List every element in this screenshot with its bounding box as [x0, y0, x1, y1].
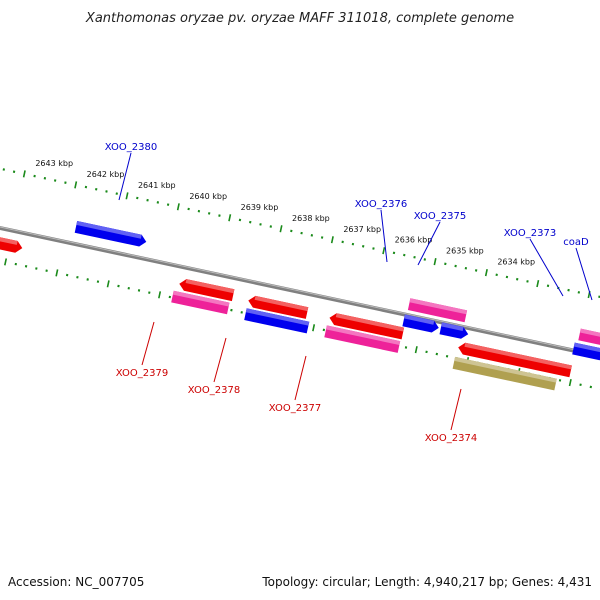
gene-leader-line	[575, 247, 593, 301]
gene-feature-bevel	[580, 328, 600, 337]
gene-leader-line	[450, 388, 462, 431]
gene-feature-bevel	[573, 342, 600, 353]
scale-tick-label: 2642 kbp	[87, 170, 125, 179]
scale-tick-label: 2634 kbp	[497, 258, 535, 267]
gene-leader-line	[118, 152, 132, 201]
gene-feature	[179, 279, 235, 302]
backbone-highlight	[0, 226, 600, 356]
feature-track	[0, 221, 600, 391]
gene-feature-bevel	[326, 325, 401, 345]
gene-label: XOO_2373	[504, 228, 556, 239]
map-title: Xanthomonas oryzae pv. oryzae MAFF 31101…	[85, 11, 514, 26]
scale-tick-label: 2637 kbp	[343, 225, 381, 234]
gene-label: coaD	[563, 237, 589, 248]
gene-leader-line	[380, 209, 388, 263]
scale-tick-label: 2641 kbp	[138, 181, 176, 190]
genome-stats-text: Topology: circular; Length: 4,940,217 bp…	[261, 575, 592, 589]
gene-label: XOO_2379	[116, 368, 168, 379]
upper-major-tick	[176, 203, 180, 211]
scale-tick-label: 2635 kbp	[446, 247, 484, 256]
upper-major-tick	[279, 225, 283, 233]
gene-feature-bevel	[245, 308, 310, 326]
gene-label: XOO_2374	[425, 433, 477, 444]
upper-major-tick	[74, 181, 78, 189]
gene-label-group: XOO_2380 XOO_2376 XOO_2375 XOO_2373 coaD XOO_…	[105, 142, 593, 444]
upper-major-tick	[484, 269, 488, 277]
gene-feature-bevel	[441, 322, 464, 331]
upper-major-tick	[330, 236, 334, 244]
gene-leader-line	[529, 238, 564, 297]
upper-major-tick	[382, 247, 386, 255]
gene-feature-bevel	[172, 290, 230, 307]
upper-major-tick	[125, 192, 129, 200]
lower-major-tick	[568, 378, 572, 387]
gene-feature-bevel	[454, 356, 557, 383]
gene-label: XOO_2376	[355, 199, 407, 210]
gene-leader-line	[294, 355, 307, 401]
backbone-line	[0, 225, 600, 359]
scale-tick-label: 2638 kbp	[292, 214, 330, 223]
gene-label: XOO_2378	[188, 385, 240, 396]
accession-text: Accession: NC_007705	[8, 575, 144, 589]
lower-major-tick	[414, 346, 418, 354]
lower-major-tick	[55, 269, 59, 277]
genome-backbone	[0, 225, 600, 359]
gene-label: XOO_2375	[414, 211, 466, 222]
upper-major-tick	[433, 258, 437, 266]
scale-tick-label: 2639 kbp	[241, 203, 279, 212]
gene-label: XOO_2377	[269, 403, 321, 414]
gene-feature-bevel	[185, 279, 235, 294]
gene-feature-bevel	[76, 221, 142, 239]
gene-feature	[329, 313, 405, 340]
lower-major-tick	[4, 258, 8, 266]
gene-feature-bevel	[254, 295, 309, 312]
gene-feature-bevel	[0, 237, 18, 245]
lower-major-tick	[106, 280, 110, 288]
upper-major-tick	[536, 280, 540, 288]
gene-leader-line	[417, 221, 441, 266]
gene-feature	[458, 342, 572, 378]
lower-major-tick	[312, 324, 316, 332]
upper-major-tick	[22, 170, 26, 178]
upper-major-tick	[228, 214, 232, 222]
gene-label: XOO_2380	[105, 142, 157, 153]
gene-leader-line	[141, 321, 155, 366]
gene-feature-bevel	[404, 314, 435, 325]
gene-feature-bevel	[335, 313, 405, 332]
scale-tick-label: 2636 kbp	[395, 236, 433, 245]
scale-tick-label: 2640 kbp	[189, 192, 227, 201]
tick-label-group: 2643 kbp 2642 kbp 2641 kbp 2640 kbp 2639 kbp…	[35, 159, 535, 267]
gene-feature-bevel	[409, 298, 468, 315]
lower-major-tick	[158, 291, 162, 299]
scale-tick-label: 2643 kbp	[35, 159, 73, 168]
gene-feature-bevel	[464, 342, 572, 370]
gene-leader-line	[213, 337, 227, 383]
tick-track	[2, 168, 600, 391]
